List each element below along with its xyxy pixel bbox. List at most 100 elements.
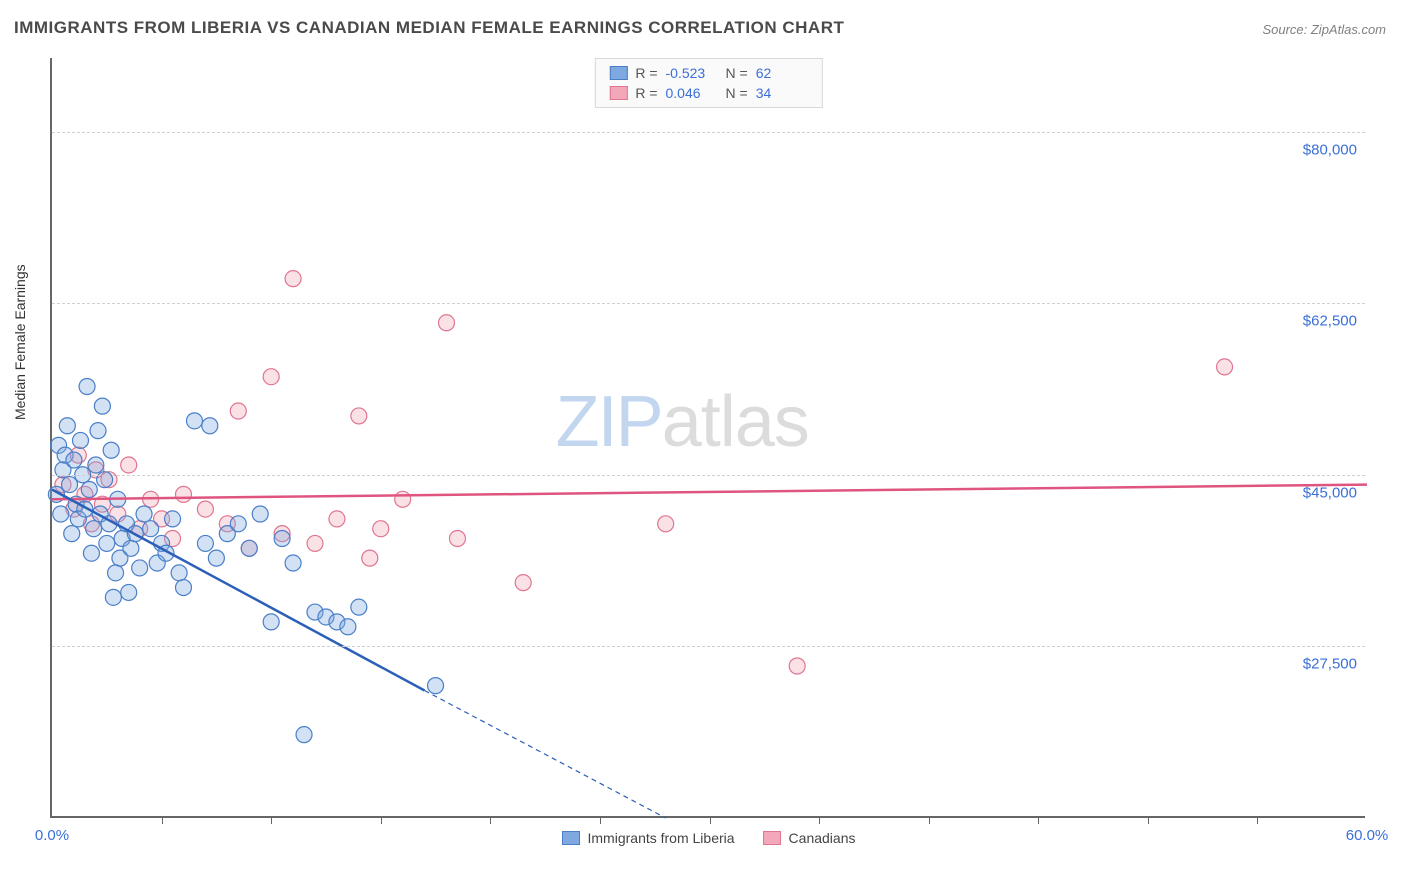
data-point-liberia [90,423,106,439]
data-point-liberia [351,599,367,615]
gridline-h [52,646,1365,647]
data-point-canadians [373,521,389,537]
data-point-liberia [108,565,124,581]
y-tick-label: $62,500 [1303,313,1357,330]
data-point-canadians [285,271,301,287]
data-point-canadians [351,408,367,424]
n-value: 34 [756,85,808,101]
data-point-canadians [515,575,531,591]
data-point-liberia [428,678,444,694]
data-point-liberia [171,565,187,581]
data-point-liberia [208,550,224,566]
data-point-canadians [439,315,455,331]
data-point-liberia [105,589,121,605]
scatter-svg [52,58,1365,816]
data-point-liberia [132,560,148,576]
data-point-liberia [59,418,75,434]
data-point-canadians [197,501,213,517]
data-point-liberia [64,526,80,542]
x-tick-label: 0.0% [35,827,69,844]
data-point-liberia [99,535,115,551]
n-label: N = [726,65,748,81]
data-point-canadians [789,658,805,674]
legend-swatch [562,831,580,845]
x-tick [710,816,711,824]
data-point-liberia [88,457,104,473]
plot-area: ZIPatlas R =-0.523N =62R = 0.046N =34 Im… [50,58,1365,818]
data-point-liberia [86,521,102,537]
data-point-liberia [53,506,69,522]
r-value: 0.046 [666,85,718,101]
data-point-canadians [230,403,246,419]
data-point-liberia [285,555,301,571]
data-point-canadians [395,491,411,507]
data-point-liberia [340,619,356,635]
x-tick [1148,816,1149,824]
legend-stats: R = -0.523 N = 62 R = 0.046 N = 34 [594,58,822,108]
data-point-canadians [307,535,323,551]
r-label: R = [635,65,657,81]
data-point-liberia [252,506,268,522]
data-point-liberia [83,545,99,561]
data-point-liberia [94,398,110,414]
gridline-h [52,475,1365,476]
gridline-h [52,132,1365,133]
x-tick [1257,816,1258,824]
data-point-liberia [121,584,137,600]
x-tick [929,816,930,824]
x-tick [490,816,491,824]
legend-swatch [609,86,627,100]
data-point-liberia [202,418,218,434]
data-point-liberia [197,535,213,551]
data-point-liberia [263,614,279,630]
x-tick [271,816,272,824]
x-tick [381,816,382,824]
legend-series: Immigrants from Liberia Canadians [562,830,856,846]
n-value: 62 [756,65,808,81]
legend-label: Canadians [789,830,856,846]
y-tick-label: $80,000 [1303,141,1357,158]
data-point-liberia [103,442,119,458]
data-point-liberia [230,516,246,532]
data-point-canadians [176,486,192,502]
y-tick-label: $45,000 [1303,484,1357,501]
trend-line-canadians [52,485,1367,500]
data-point-liberia [123,540,139,556]
data-point-liberia [81,481,97,497]
data-point-liberia [176,580,192,596]
legend-item: Immigrants from Liberia [562,830,735,846]
gridline-h [52,303,1365,304]
legend-swatch [763,831,781,845]
n-label: N = [726,85,748,101]
r-label: R = [635,85,657,101]
x-tick [162,816,163,824]
data-point-canadians [658,516,674,532]
data-point-canadians [263,369,279,385]
data-point-liberia [136,506,152,522]
trend-line-ext-liberia [425,691,666,818]
x-tick [1038,816,1039,824]
data-point-liberia [79,379,95,395]
r-value: -0.523 [666,65,718,81]
source-label: Source: ZipAtlas.com [1262,22,1386,37]
data-point-liberia [62,477,78,493]
chart-title: IMMIGRANTS FROM LIBERIA VS CANADIAN MEDI… [14,18,844,38]
data-point-canadians [449,531,465,547]
legend-stats-row: R = 0.046 N = 34 [609,85,807,101]
data-point-liberia [72,432,88,448]
data-point-liberia [143,521,159,537]
data-point-canadians [1217,359,1233,375]
data-point-canadians [329,511,345,527]
x-tick-label: 60.0% [1346,827,1389,844]
x-tick [819,816,820,824]
y-tick-label: $27,500 [1303,656,1357,673]
data-point-liberia [66,452,82,468]
data-point-liberia [274,531,290,547]
data-point-liberia [241,540,257,556]
y-axis-label: Median Female Earnings [12,264,28,420]
legend-label: Immigrants from Liberia [588,830,735,846]
x-tick [600,816,601,824]
legend-swatch [609,66,627,80]
data-point-canadians [121,457,137,473]
legend-stats-row: R = -0.523 N = 62 [609,65,807,81]
